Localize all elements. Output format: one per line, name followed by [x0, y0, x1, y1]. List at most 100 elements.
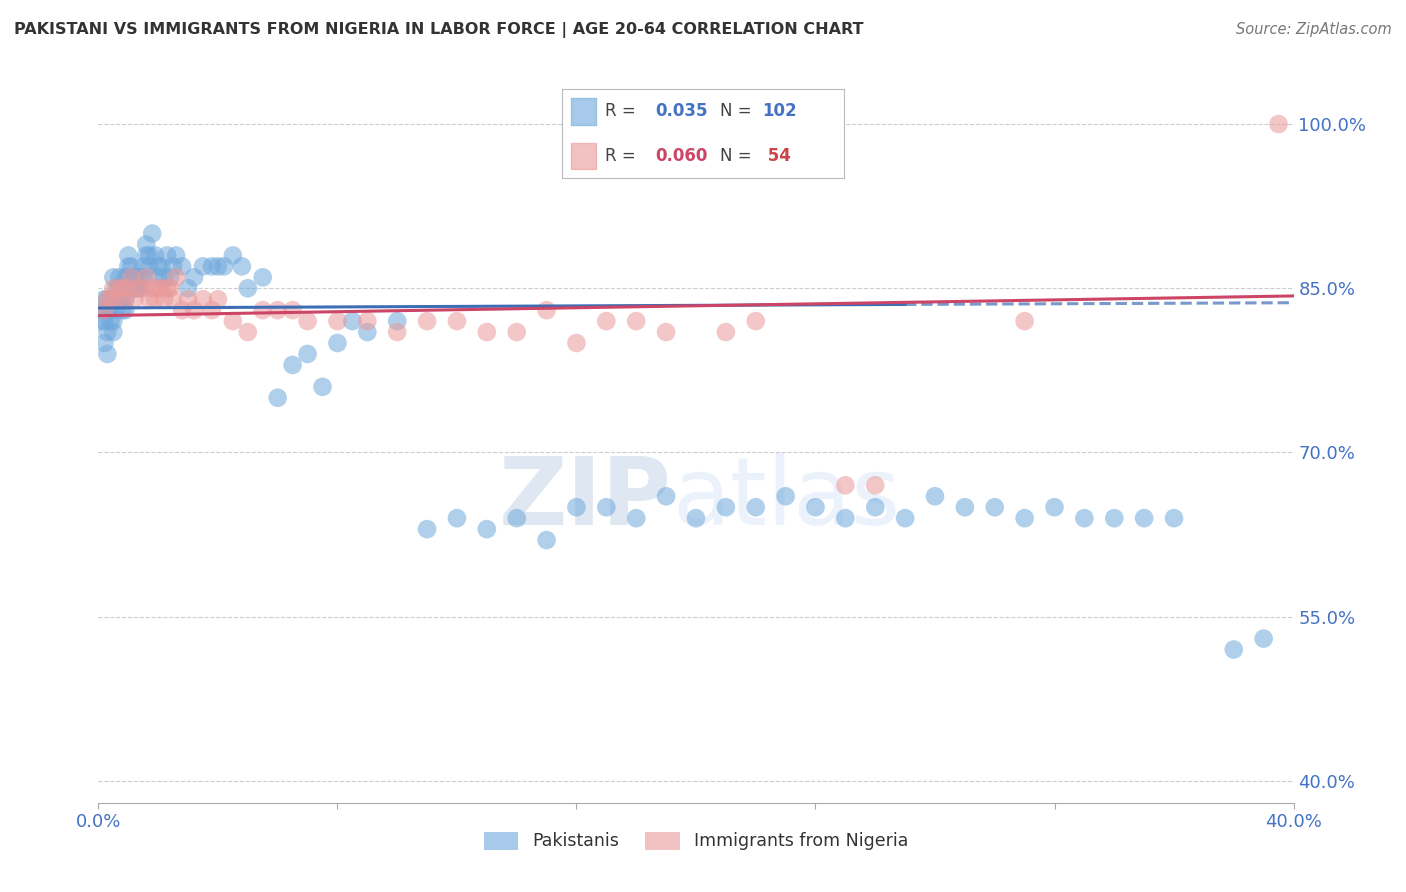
Point: [416, 314, 439, 328]
Point: [745, 314, 768, 328]
Point: [252, 303, 274, 318]
Point: [96, 347, 118, 361]
Point: [475, 522, 498, 536]
Point: [326, 314, 349, 328]
Point: [98, 314, 122, 328]
Point: [93, 292, 115, 306]
Legend: Pakistanis, Immigrants from Nigeria: Pakistanis, Immigrants from Nigeria: [475, 823, 917, 859]
Point: [416, 522, 439, 536]
Point: [98, 292, 122, 306]
Point: [111, 281, 134, 295]
Point: [124, 281, 146, 295]
Point: [114, 303, 136, 318]
Point: [150, 260, 173, 274]
Text: 54: 54: [762, 147, 792, 165]
Text: N =: N =: [720, 103, 751, 120]
Bar: [571, 143, 596, 169]
Point: [177, 292, 200, 306]
Point: [385, 314, 409, 328]
Point: [159, 281, 181, 295]
Point: [267, 303, 290, 318]
Bar: [571, 98, 596, 125]
Point: [506, 325, 529, 339]
Point: [252, 270, 274, 285]
Point: [191, 292, 214, 306]
Point: [143, 292, 166, 306]
Point: [626, 511, 648, 525]
Text: 0.035: 0.035: [655, 103, 707, 120]
Point: [103, 314, 125, 328]
Point: [108, 281, 131, 295]
Point: [536, 533, 558, 547]
Point: [655, 325, 678, 339]
Point: [127, 270, 149, 285]
Point: [297, 347, 319, 361]
Point: [311, 380, 333, 394]
Point: [98, 303, 122, 318]
Point: [222, 314, 245, 328]
Point: [148, 281, 170, 295]
Point: [105, 303, 128, 318]
Point: [156, 281, 179, 295]
Point: [297, 314, 319, 328]
Point: [201, 303, 224, 318]
Point: [111, 292, 134, 306]
Text: N =: N =: [720, 147, 751, 165]
Point: [222, 248, 245, 262]
Point: [90, 314, 112, 328]
Point: [108, 270, 131, 285]
Point: [1104, 511, 1126, 525]
Point: [162, 260, 184, 274]
Point: [117, 281, 139, 295]
Point: [984, 500, 1007, 515]
Point: [141, 227, 163, 241]
Point: [124, 292, 146, 306]
Point: [207, 260, 229, 274]
Point: [565, 500, 588, 515]
Point: [120, 281, 142, 295]
Point: [127, 281, 149, 295]
Point: [506, 511, 529, 525]
Point: [626, 314, 648, 328]
Point: [138, 292, 160, 306]
Point: [103, 292, 125, 306]
Point: [108, 292, 131, 306]
Point: [565, 336, 588, 351]
Point: [165, 248, 187, 262]
Point: [172, 260, 194, 274]
Point: [1267, 117, 1289, 131]
Point: [446, 314, 468, 328]
Point: [138, 260, 160, 274]
Point: [1014, 511, 1036, 525]
Point: [201, 260, 224, 274]
Text: R =: R =: [605, 147, 636, 165]
Point: [714, 500, 737, 515]
Point: [342, 314, 364, 328]
Point: [120, 260, 142, 274]
Point: [90, 303, 112, 318]
Point: [93, 303, 115, 318]
Point: [745, 500, 768, 515]
Point: [281, 303, 304, 318]
Point: [96, 325, 118, 339]
Point: [111, 303, 134, 318]
Point: [124, 270, 146, 285]
Point: [714, 325, 737, 339]
Point: [865, 478, 887, 492]
Point: [177, 281, 200, 295]
Point: [143, 248, 166, 262]
Point: [96, 292, 118, 306]
Point: [446, 511, 468, 525]
Point: [1133, 511, 1156, 525]
Point: [135, 270, 157, 285]
Point: [207, 292, 229, 306]
Point: [1014, 314, 1036, 328]
Point: [150, 281, 173, 295]
Point: [834, 511, 856, 525]
Point: [103, 325, 125, 339]
Point: [953, 500, 976, 515]
Text: ZIP: ZIP: [499, 453, 672, 545]
Point: [231, 260, 253, 274]
Point: [129, 281, 152, 295]
Point: [1253, 632, 1275, 646]
